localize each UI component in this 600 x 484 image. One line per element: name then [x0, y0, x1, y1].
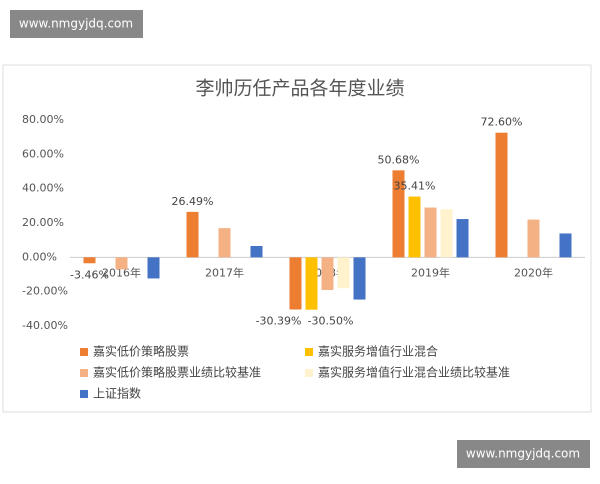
- bar: [495, 132, 508, 258]
- value-label: 26.49%: [172, 195, 214, 208]
- value-label: 72.60%: [481, 116, 523, 129]
- y-tick-label: -40.00%: [22, 319, 68, 332]
- bar: [392, 170, 405, 258]
- y-tick-label: 60.00%: [22, 147, 64, 160]
- y-tick-label: 40.00%: [22, 182, 64, 195]
- legend-swatch: [80, 390, 88, 398]
- bar: [289, 257, 302, 310]
- watermark-box: [10, 10, 143, 38]
- chart-frame: [2, 64, 592, 413]
- legend-swatch: [305, 369, 313, 377]
- y-tick-label: -20.00%: [22, 285, 68, 298]
- watermark-box: [457, 440, 590, 468]
- bar: [321, 257, 334, 290]
- bar: [147, 257, 160, 279]
- bar: [83, 257, 96, 264]
- bar: [305, 257, 318, 310]
- x-tick-label: 2016年: [102, 265, 141, 279]
- bar: [250, 246, 263, 258]
- x-tick-label: 2017年: [205, 265, 244, 279]
- bar: [115, 257, 128, 270]
- legend-label: 嘉实低价策略股票业绩比较基准: [93, 365, 261, 380]
- x-tick-label: 2020年: [514, 265, 553, 279]
- legend-label: 嘉实服务增值行业混合: [318, 344, 438, 359]
- watermark: www.nmgyjdq.com: [466, 447, 580, 461]
- bar: [527, 219, 540, 258]
- value-label: -3.46%: [70, 268, 109, 281]
- bar: [559, 233, 572, 258]
- bar: [353, 257, 366, 300]
- bar: [186, 211, 199, 258]
- bar: [218, 228, 231, 258]
- legend-swatch: [80, 348, 88, 356]
- bar: [456, 219, 469, 258]
- legend-label: 嘉实低价策略股票: [93, 344, 189, 359]
- value-label: -30.39%: [256, 315, 302, 328]
- value-label: -30.50%: [308, 315, 354, 328]
- bar: [440, 209, 453, 258]
- watermark: www.nmgyjdq.com: [19, 17, 133, 31]
- x-tick-label: 2019年: [411, 265, 450, 279]
- y-tick-label: 20.00%: [22, 216, 64, 229]
- value-label: 50.68%: [378, 153, 420, 166]
- bar: [424, 207, 437, 258]
- legend-label: 上证指数: [93, 386, 141, 401]
- y-tick-label: 80.00%: [22, 113, 64, 126]
- y-tick-label: 0.00%: [22, 250, 57, 263]
- bar: [408, 196, 421, 258]
- legend-label: 嘉实服务增值行业混合业绩比较基准: [318, 365, 510, 380]
- legend-swatch: [80, 369, 88, 377]
- value-label: 35.41%: [394, 180, 436, 193]
- legend-swatch: [305, 348, 313, 356]
- chart-title: 李帅历任产品各年度业绩: [195, 78, 404, 100]
- bar: [337, 257, 350, 289]
